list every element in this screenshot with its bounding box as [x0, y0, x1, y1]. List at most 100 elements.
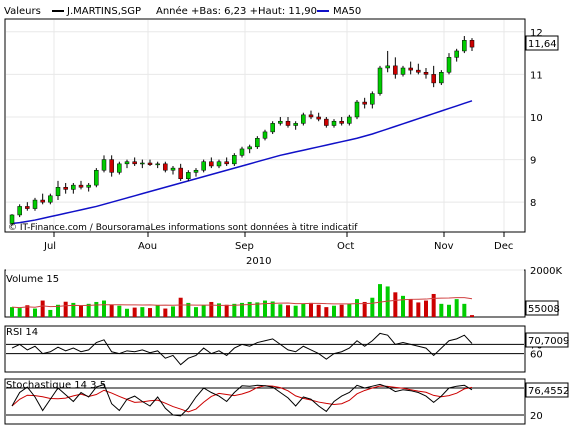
- candle-body: [385, 65, 390, 69]
- ma50-label: MA50: [333, 6, 361, 17]
- candle-body: [132, 161, 137, 165]
- x-tick-label: Oct: [337, 241, 354, 252]
- candle-body: [71, 184, 76, 190]
- candle-body: [370, 93, 375, 105]
- candle-body: [393, 65, 398, 75]
- price-y-tick-label: 9: [530, 156, 536, 167]
- candle-body: [201, 161, 206, 171]
- rsi-last-value-box: [525, 332, 569, 348]
- volume-bar: [125, 308, 129, 317]
- volume-bar: [63, 301, 68, 317]
- stoch-last-value-box: [525, 382, 569, 398]
- candle-body: [216, 161, 222, 167]
- candle-body: [170, 167, 176, 171]
- candle-body: [423, 72, 429, 75]
- volume-bar: [163, 308, 168, 317]
- volume-bar: [71, 302, 76, 317]
- volume-bar: [439, 303, 444, 317]
- candle-body: [454, 50, 459, 58]
- candle-body: [55, 187, 61, 197]
- candle-body: [262, 131, 268, 139]
- volume-bar: [56, 304, 60, 317]
- candle-body: [224, 161, 229, 165]
- volume-bar: [278, 304, 283, 317]
- volume-bar: [362, 301, 367, 317]
- volume-bar: [447, 304, 451, 317]
- candle-body: [32, 199, 38, 209]
- volume-bar: [25, 305, 30, 317]
- symbol-label: J.MARTINS,SGP: [66, 6, 141, 17]
- volume-bar: [194, 307, 198, 317]
- candle-body: [78, 184, 84, 188]
- candle-body: [147, 162, 153, 165]
- stoch-k-line: [11, 383, 473, 417]
- candle-body: [9, 214, 15, 224]
- x-tick-label: Sep: [235, 241, 254, 252]
- candle-body: [239, 148, 245, 156]
- volume-bar: [79, 305, 83, 317]
- volume-bar: [201, 305, 206, 317]
- volume-bar: [416, 302, 421, 317]
- volume-bar: [148, 308, 152, 317]
- rsi-last-value: 70,7009: [528, 336, 569, 347]
- volume-bar: [10, 307, 14, 317]
- rsi-panel-frame: [4, 325, 526, 373]
- volume-bar: [232, 303, 237, 317]
- volume-bar: [186, 302, 191, 317]
- candle-body: [86, 184, 91, 188]
- rsi-y-tick-label: 60: [530, 350, 543, 361]
- candle-body: [308, 114, 314, 118]
- volume-bar: [378, 284, 382, 317]
- stoch-title: Stochastique 14 3 5: [6, 380, 106, 391]
- price-y-tick-label: 12: [530, 28, 543, 39]
- volume-bar: [132, 307, 137, 317]
- volume-bar: [370, 297, 375, 317]
- stoch-last-value: 76,4552: [528, 386, 569, 397]
- candle-body: [316, 116, 321, 120]
- volume-bar: [171, 306, 175, 317]
- volume-bar: [155, 305, 160, 317]
- candle-body: [446, 57, 452, 73]
- candle-body: [117, 163, 122, 173]
- volume-bar: [117, 305, 122, 317]
- price-y-tick-label: 8: [530, 198, 536, 209]
- candle-body: [400, 67, 406, 75]
- volume-bar: [393, 292, 398, 317]
- volume-bar: [247, 301, 252, 317]
- candle-body: [94, 169, 99, 186]
- volume-bar: [454, 299, 459, 317]
- candle-body: [17, 206, 22, 216]
- volume-bar: [140, 307, 145, 317]
- stoch-y-tick-label: 20: [530, 411, 543, 422]
- volume-bar: [263, 300, 267, 317]
- volume-bar: [324, 307, 329, 317]
- candle-body: [178, 167, 183, 180]
- price-y-tick-label: 11: [530, 70, 543, 81]
- volume-bar: [217, 303, 221, 317]
- price-last-value-box: [525, 35, 559, 51]
- volume-last-value: 55008: [528, 304, 560, 315]
- candle-body: [469, 40, 475, 48]
- volume-ma-line: [11, 297, 473, 309]
- year-label: 2010: [246, 256, 271, 267]
- candle-body: [339, 120, 344, 124]
- price-panel-frame: [4, 18, 526, 233]
- candle-body: [193, 169, 199, 173]
- volume-bar: [462, 303, 467, 317]
- volume-bar: [270, 301, 275, 317]
- volume-bar: [40, 300, 45, 317]
- candle-body: [278, 120, 283, 124]
- volume-y-tick-label: 2000K: [530, 266, 562, 277]
- candle-body: [186, 172, 191, 180]
- candle-body: [48, 195, 53, 203]
- candle-body: [163, 163, 168, 171]
- candle-body: [270, 123, 275, 133]
- candle-body: [155, 163, 160, 166]
- candle-body: [354, 101, 360, 118]
- volume-bar: [385, 286, 390, 317]
- stoch-panel-frame: [4, 378, 526, 425]
- x-tick-label: Jul: [43, 241, 56, 252]
- volume-bar: [347, 303, 352, 317]
- volume-bar: [17, 308, 22, 317]
